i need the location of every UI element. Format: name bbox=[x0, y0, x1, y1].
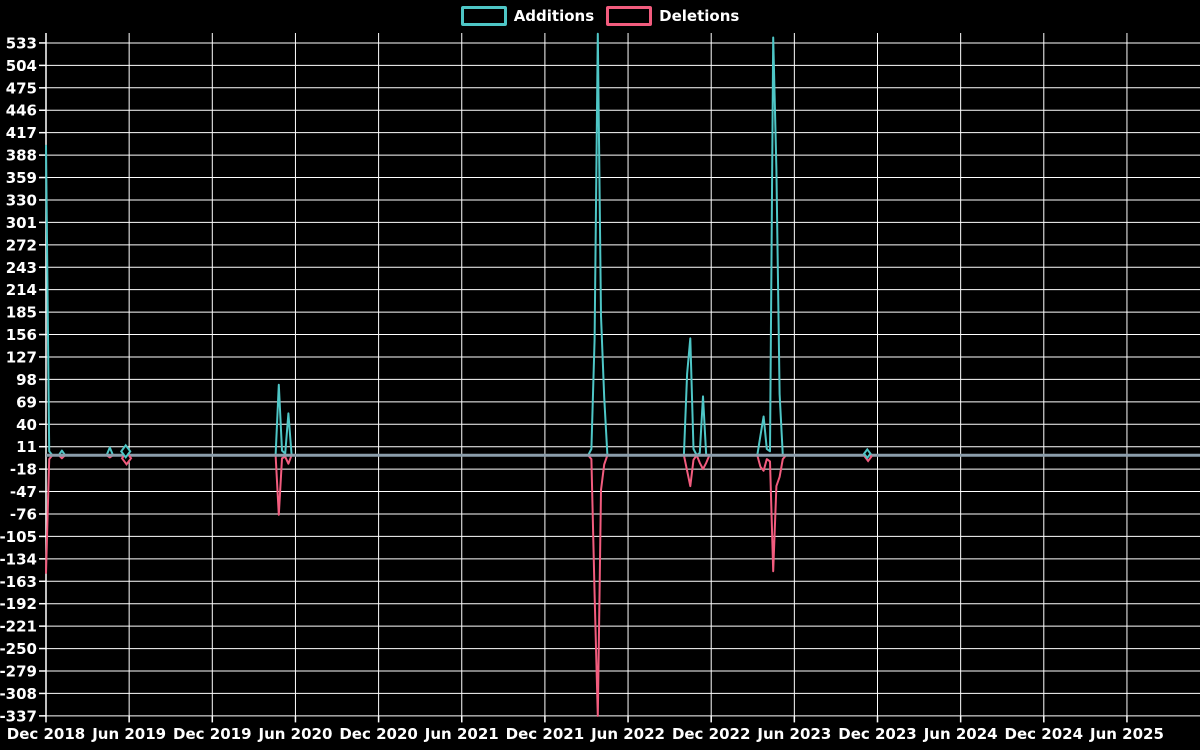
x-tick-marks bbox=[45, 715, 1128, 723]
additions-line bbox=[45, 32, 1200, 457]
svg-text:Dec 2018: Dec 2018 bbox=[7, 725, 86, 743]
svg-text:214: 214 bbox=[6, 281, 37, 299]
svg-text:388: 388 bbox=[6, 147, 37, 165]
svg-text:Jun 2022: Jun 2022 bbox=[590, 725, 665, 743]
svg-text:359: 359 bbox=[6, 169, 37, 187]
svg-text:11: 11 bbox=[16, 438, 37, 456]
svg-text:Dec 2024: Dec 2024 bbox=[1005, 725, 1084, 743]
svg-text:-279: -279 bbox=[0, 662, 37, 680]
svg-text:475: 475 bbox=[6, 79, 37, 97]
y-tick-labels: 533 504 475 446 417 388 359 330 301 272 243 214 185 1… bbox=[0, 34, 37, 725]
svg-text:533: 533 bbox=[6, 34, 37, 52]
legend-item-deletions[interactable]: Deletions bbox=[606, 6, 739, 26]
svg-text:-250: -250 bbox=[0, 640, 37, 658]
svg-text:-76: -76 bbox=[10, 505, 37, 523]
svg-text:Dec 2023: Dec 2023 bbox=[838, 725, 917, 743]
svg-text:-47: -47 bbox=[10, 483, 37, 501]
svg-text:243: 243 bbox=[6, 259, 37, 277]
y-gridlines bbox=[46, 42, 1200, 717]
svg-text:330: 330 bbox=[6, 191, 37, 209]
svg-text:Dec 2020: Dec 2020 bbox=[339, 725, 418, 743]
svg-text:Jun 2021: Jun 2021 bbox=[424, 725, 499, 743]
svg-text:Jun 2020: Jun 2020 bbox=[257, 725, 332, 743]
svg-text:Jun 2023: Jun 2023 bbox=[756, 725, 831, 743]
additions-legend-label: Additions bbox=[513, 7, 595, 25]
svg-text:417: 417 bbox=[6, 124, 37, 142]
isolated-point-markers bbox=[119, 443, 873, 466]
svg-text:-308: -308 bbox=[0, 685, 37, 703]
x-tick-labels: Dec 2018 Jun 2019 Dec 2019 Jun 2020 Dec 2020… bbox=[7, 725, 1164, 743]
svg-text:-18: -18 bbox=[10, 461, 37, 479]
x-gridlines bbox=[45, 33, 1128, 716]
svg-text:-337: -337 bbox=[0, 707, 37, 725]
svg-text:272: 272 bbox=[6, 236, 37, 254]
svg-text:185: 185 bbox=[6, 304, 37, 322]
svg-text:98: 98 bbox=[16, 371, 37, 389]
svg-text:Dec 2022: Dec 2022 bbox=[672, 725, 751, 743]
svg-text:Jun 2019: Jun 2019 bbox=[91, 725, 166, 743]
svg-text:-192: -192 bbox=[0, 595, 37, 613]
svg-text:Dec 2021: Dec 2021 bbox=[506, 725, 585, 743]
svg-text:-134: -134 bbox=[0, 550, 37, 568]
svg-text:Dec 2019: Dec 2019 bbox=[173, 725, 252, 743]
additions-swatch-icon bbox=[460, 6, 507, 26]
svg-text:156: 156 bbox=[6, 326, 37, 344]
svg-text:-221: -221 bbox=[0, 618, 37, 636]
chart-legend: Additions Deletions bbox=[0, 6, 1200, 26]
svg-text:301: 301 bbox=[6, 214, 37, 232]
svg-text:446: 446 bbox=[6, 102, 37, 120]
svg-text:69: 69 bbox=[16, 393, 37, 411]
svg-text:-163: -163 bbox=[0, 573, 37, 591]
deletions-line bbox=[45, 454, 1200, 717]
deletions-swatch-icon bbox=[606, 6, 653, 26]
deletions-legend-label: Deletions bbox=[659, 7, 740, 25]
svg-text:Jun 2024: Jun 2024 bbox=[923, 725, 998, 743]
svg-text:40: 40 bbox=[16, 416, 37, 434]
svg-text:127: 127 bbox=[6, 348, 37, 366]
svg-text:-105: -105 bbox=[0, 528, 37, 546]
y-tick-marks bbox=[39, 42, 46, 717]
svg-text:504: 504 bbox=[6, 57, 37, 75]
svg-text:Jun 2025: Jun 2025 bbox=[1089, 725, 1164, 743]
legend-item-additions[interactable]: Additions bbox=[460, 6, 595, 26]
